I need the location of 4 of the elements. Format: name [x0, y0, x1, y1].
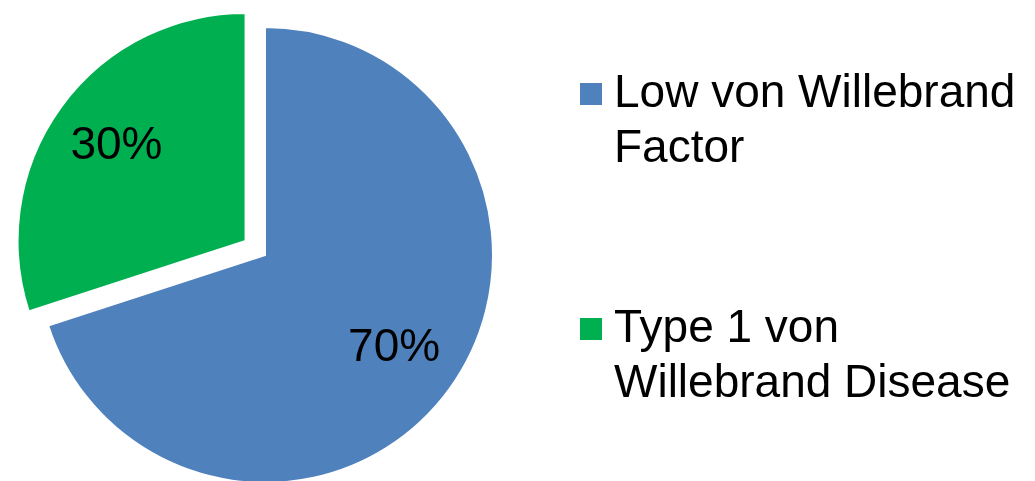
data-label: 30% — [70, 117, 163, 170]
legend-label: Type 1 von Willebrand Disease — [614, 300, 1011, 408]
data-label: 70% — [348, 318, 441, 371]
legend-label: Low von Willebrand Factor — [614, 65, 1016, 173]
